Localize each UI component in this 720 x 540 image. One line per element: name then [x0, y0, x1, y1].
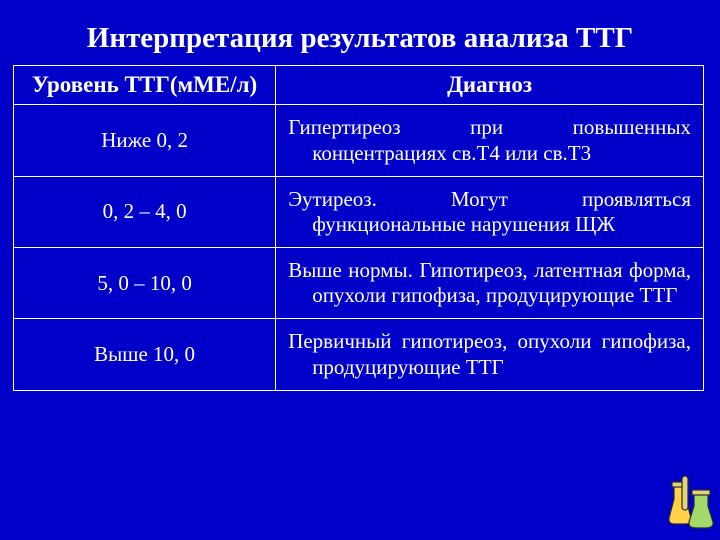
- cell-diagnosis: Эутиреоз. Могут проявляться функциональн…: [276, 176, 704, 247]
- header-diagnosis: Диагноз: [276, 66, 704, 105]
- cell-level: Выше 10, 0: [14, 319, 276, 390]
- cell-level: 0, 2 – 4, 0: [14, 176, 276, 247]
- cell-level: 5, 0 – 10, 0: [14, 248, 276, 319]
- table-row: 0, 2 – 4, 0 Эутиреоз. Могут проявляться …: [14, 176, 704, 247]
- table-container: Уровень ТТГ(мМЕ/л) Диагноз Ниже 0, 2 Гип…: [0, 65, 720, 391]
- results-table: Уровень ТТГ(мМЕ/л) Диагноз Ниже 0, 2 Гип…: [13, 65, 704, 391]
- header-level: Уровень ТТГ(мМЕ/л): [14, 66, 276, 105]
- cell-diagnosis: Первичный гипотиреоз, опухоли гипофиза, …: [276, 319, 704, 390]
- flask-icon: [668, 474, 714, 534]
- cell-diagnosis: Гипертиреоз при повышенных концентрациях…: [276, 105, 704, 176]
- table-row: Выше 10, 0 Первичный гипотиреоз, опухоли…: [14, 319, 704, 390]
- table-row: Ниже 0, 2 Гипертиреоз при повышенных кон…: [14, 105, 704, 176]
- cell-diagnosis: Выше нормы. Гипотиреоз, латентная форма,…: [276, 248, 704, 319]
- cell-level: Ниже 0, 2: [14, 105, 276, 176]
- table-row: 5, 0 – 10, 0 Выше нормы. Гипотиреоз, лат…: [14, 248, 704, 319]
- slide-title: Интерпретация результатов анализа ТТГ: [0, 0, 720, 65]
